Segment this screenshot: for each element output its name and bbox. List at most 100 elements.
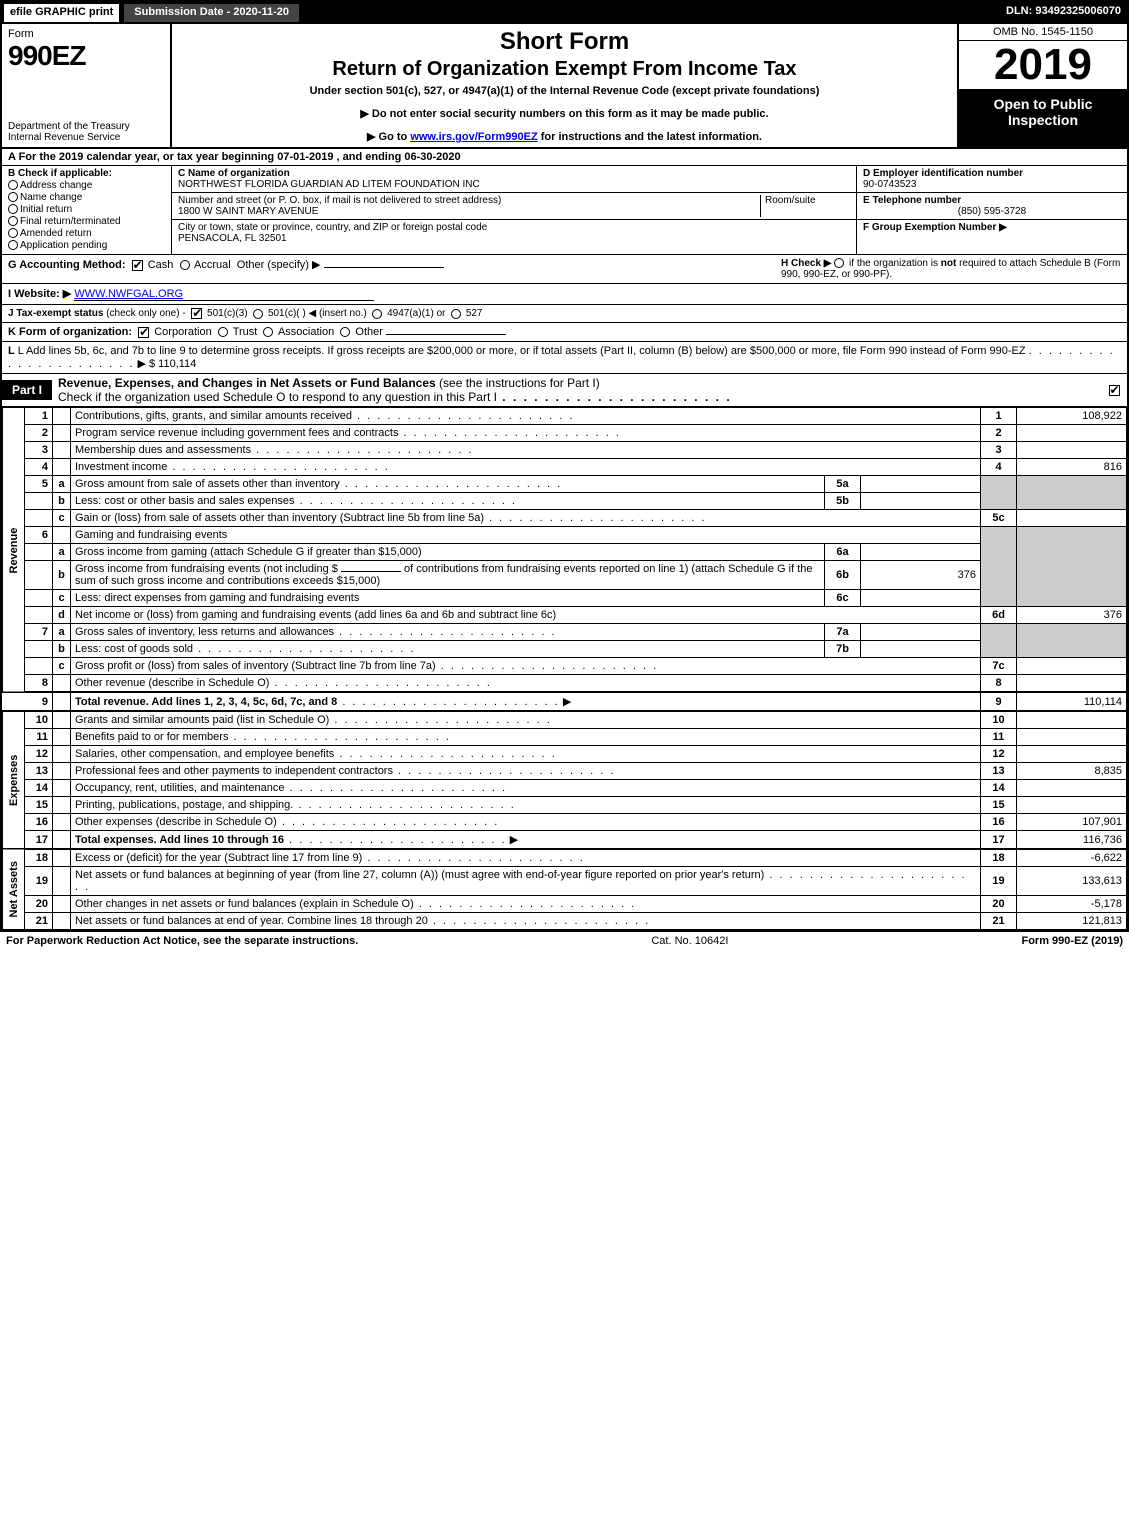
j-501c-radio[interactable] — [253, 309, 263, 319]
r4-desc: Investment income — [75, 461, 167, 473]
r17-num: 17 — [25, 831, 53, 850]
row-10: Expenses 10 Grants and similar amounts p… — [3, 711, 1127, 729]
r11-colno: 11 — [981, 729, 1017, 746]
page-footer: For Paperwork Reduction Act Notice, see … — [0, 932, 1129, 950]
r6b-minival: 376 — [861, 561, 981, 590]
r1-colno: 1 — [981, 408, 1017, 425]
line-g-h: G Accounting Method: Cash Accrual Other … — [2, 255, 1127, 284]
row-3: 3 Membership dues and assessments 3 — [3, 442, 1127, 459]
r8-desc: Other revenue (describe in Schedule O) — [75, 677, 269, 689]
r6d-val: 376 — [1017, 607, 1127, 624]
row-9: 9 Total revenue. Add lines 1, 2, 3, 4, 5… — [3, 692, 1127, 711]
r7ab-shade-val — [1017, 624, 1127, 658]
row-6: 6 Gaming and fundraising events — [3, 527, 1127, 544]
submission-date-button[interactable]: Submission Date - 2020-11-20 — [123, 3, 300, 23]
r7a-mini: 7a — [825, 624, 861, 641]
j-501c3-checkbox[interactable] — [191, 308, 202, 319]
dept-line1: Department of the Treasury — [8, 121, 130, 132]
r6d-colno: 6d — [981, 607, 1017, 624]
k-corp-checkbox[interactable] — [138, 327, 149, 338]
row-14: 14 Occupancy, rent, utilities, and maint… — [3, 780, 1127, 797]
r16-num: 16 — [25, 814, 53, 831]
r19-val: 133,613 — [1017, 867, 1127, 896]
r1-desc: Contributions, gifts, grants, and simila… — [75, 410, 352, 422]
part-i-schedule-o-checkbox[interactable] — [1109, 385, 1120, 396]
j-527-radio[interactable] — [451, 309, 461, 319]
accrual-radio[interactable] — [180, 260, 190, 270]
r1-val: 108,922 — [1017, 408, 1127, 425]
box-d: D Employer identification number 90-0743… — [857, 166, 1127, 193]
r11-val — [1017, 729, 1127, 746]
k-assoc-radio[interactable] — [263, 327, 273, 337]
r9-val: 110,114 — [1017, 692, 1127, 711]
org-name-label: C Name of organization — [178, 168, 290, 179]
r6c-desc: Less: direct expenses from gaming and fu… — [75, 592, 359, 604]
other-specify-input[interactable] — [324, 267, 444, 268]
row-13: 13 Professional fees and other payments … — [3, 763, 1127, 780]
chk-name-change[interactable]: Name change — [8, 192, 165, 203]
r11-num: 11 — [25, 729, 53, 746]
line-i: I Website: ▶ WWW.NWFGAL.ORG — [2, 284, 1127, 305]
form-header: Form 990EZ Department of the Treasury In… — [2, 24, 1127, 149]
r6c-minival — [861, 590, 981, 607]
r18-desc: Excess or (deficit) for the year (Subtra… — [75, 852, 362, 864]
k-trust-radio[interactable] — [218, 327, 228, 337]
part-i-check-line: Check if the organization used Schedule … — [58, 390, 497, 404]
row-7a: 7a Gross sales of inventory, less return… — [3, 624, 1127, 641]
org-addr-label: Number and street (or P. O. box, if mail… — [178, 195, 501, 206]
r21-val: 121,813 — [1017, 913, 1127, 930]
box-c: C Name of organization NORTHWEST FLORIDA… — [172, 166, 857, 254]
j-4947-label: 4947(a)(1) or — [387, 308, 445, 319]
r8-num: 8 — [25, 675, 53, 693]
line-k: K Form of organization: Corporation Trus… — [2, 323, 1127, 342]
r19-colno: 19 — [981, 867, 1017, 896]
r5c-val — [1017, 510, 1127, 527]
line-h-not: not — [941, 258, 957, 269]
org-name-row: C Name of organization NORTHWEST FLORIDA… — [172, 166, 856, 193]
r10-desc: Grants and similar amounts paid (list in… — [75, 714, 329, 726]
k-other-radio[interactable] — [340, 327, 350, 337]
r7a-desc: Gross sales of inventory, less returns a… — [75, 626, 334, 638]
box-b: B Check if applicable: Address change Na… — [2, 166, 172, 254]
r7c-val — [1017, 658, 1127, 675]
r7c-colno: 7c — [981, 658, 1017, 675]
j-4947-radio[interactable] — [372, 309, 382, 319]
chk-amended-return[interactable]: Amended return — [8, 228, 165, 239]
line-h-checkbox[interactable] — [834, 258, 844, 268]
r19-num: 19 — [25, 867, 53, 896]
org-city-label: City or town, state or province, country… — [178, 222, 487, 233]
row-5b: b Less: cost or other basis and sales ex… — [3, 493, 1127, 510]
dln-label: DLN: 93492325006070 — [1000, 2, 1127, 24]
row-15: 15 Printing, publications, postage, and … — [3, 797, 1127, 814]
room-suite-label: Room/suite — [765, 195, 816, 206]
r21-num: 21 — [25, 913, 53, 930]
row-18: Net Assets 18 Excess or (deficit) for th… — [3, 849, 1127, 867]
website-link[interactable]: WWW.NWFGAL.ORG — [74, 288, 183, 300]
r6b-blank[interactable] — [341, 571, 401, 572]
cash-checkbox[interactable] — [132, 260, 143, 271]
r6-shade — [981, 527, 1017, 607]
chk-address-change[interactable]: Address change — [8, 180, 165, 191]
efile-print-button[interactable]: efile GRAPHIC print — [3, 3, 120, 23]
line-l-text: L Add lines 5b, 6c, and 7b to line 9 to … — [18, 345, 1026, 357]
r15-desc: Printing, publications, postage, and shi… — [75, 799, 293, 811]
r13-colno: 13 — [981, 763, 1017, 780]
chk-application-pending[interactable]: Application pending — [8, 240, 165, 251]
irs-link[interactable]: www.irs.gov/Form990EZ — [410, 131, 537, 143]
r8-val — [1017, 675, 1127, 693]
line-l: L L Add lines 5b, 6c, and 7b to line 9 t… — [2, 342, 1127, 374]
part-i-table: Revenue 1 Contributions, gifts, grants, … — [2, 407, 1127, 930]
r5a-desc: Gross amount from sale of assets other t… — [75, 478, 340, 490]
header-right: OMB No. 1545-1150 2019 Open to Public In… — [957, 24, 1127, 147]
r20-val: -5,178 — [1017, 896, 1127, 913]
r7a-minival — [861, 624, 981, 641]
r5c-sub: c — [53, 510, 71, 527]
row-4: 4 Investment income 4 816 — [3, 459, 1127, 476]
k-other-input[interactable] — [386, 334, 506, 335]
footer-cat: Cat. No. 10642I — [651, 935, 728, 947]
chk-initial-return[interactable]: Initial return — [8, 204, 165, 215]
r5ab-shade-val — [1017, 476, 1127, 510]
chk-final-return[interactable]: Final return/terminated — [8, 216, 165, 227]
r7c-desc: Gross profit or (loss) from sales of inv… — [75, 660, 436, 672]
r2-colno: 2 — [981, 425, 1017, 442]
